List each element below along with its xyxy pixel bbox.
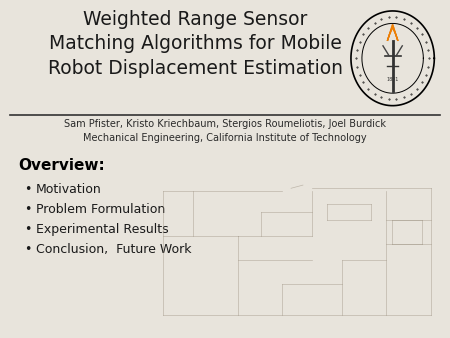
- Text: Sam Pfister, Kristo Kriechbaum, Stergios Roumeliotis, Joel Burdick
Mechanical En: Sam Pfister, Kristo Kriechbaum, Stergios…: [64, 119, 386, 143]
- Text: •: •: [24, 203, 32, 216]
- Text: Conclusion,  Future Work: Conclusion, Future Work: [36, 243, 192, 256]
- Text: •: •: [24, 183, 32, 196]
- Text: •: •: [24, 223, 32, 236]
- Text: Problem Formulation: Problem Formulation: [36, 203, 165, 216]
- Text: Overview:: Overview:: [18, 158, 105, 173]
- Text: 1891: 1891: [387, 77, 399, 82]
- Text: Experimental Results: Experimental Results: [36, 223, 169, 236]
- Text: Weighted Range Sensor
Matching Algorithms for Mobile
Robot Displacement Estimati: Weighted Range Sensor Matching Algorithm…: [48, 10, 342, 77]
- Text: Motivation: Motivation: [36, 183, 102, 196]
- Text: •: •: [24, 243, 32, 256]
- Polygon shape: [387, 24, 398, 41]
- Polygon shape: [387, 24, 398, 41]
